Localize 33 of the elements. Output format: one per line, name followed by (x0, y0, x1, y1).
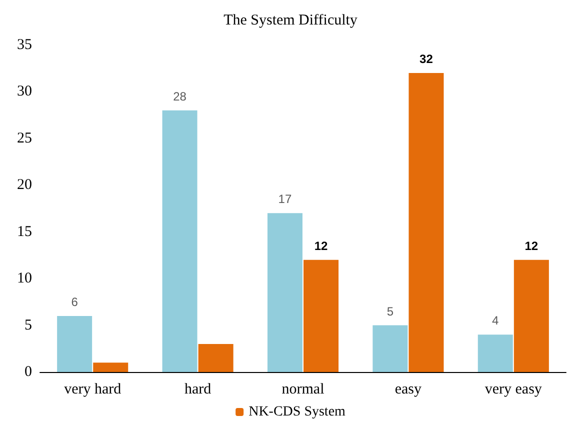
data-label: 12 (314, 238, 328, 253)
x-tick-label: hard (184, 382, 212, 398)
bar (267, 213, 302, 372)
y-tick-label: 25 (17, 130, 32, 146)
bar (57, 316, 92, 372)
bar (478, 334, 513, 372)
data-label: 4 (492, 314, 500, 328)
y-tick-label: 20 (17, 177, 32, 194)
bar (408, 73, 444, 372)
y-tick-label: 30 (17, 84, 32, 100)
data-label: 12 (524, 238, 538, 253)
bar (198, 344, 234, 372)
x-tick-label: easy (394, 382, 422, 398)
x-tick-label: very hard (64, 382, 122, 398)
data-label: 32 (420, 52, 434, 66)
x-tick-label: normal (282, 382, 324, 398)
bar (304, 260, 339, 372)
bar (514, 260, 549, 372)
data-label: 28 (173, 89, 187, 104)
bar (93, 362, 128, 372)
y-tick-label: 0 (24, 364, 32, 380)
data-label: 6 (71, 294, 78, 309)
y-tick-label: 15 (17, 224, 32, 240)
y-tick-label: 10 (17, 270, 32, 287)
x-tick-label: very easy (484, 382, 542, 398)
legend-label: NK-CDS System (248, 404, 346, 420)
chart-title: The System Difficulty (224, 12, 358, 28)
data-label: 17 (278, 192, 292, 206)
bar (162, 110, 198, 372)
y-tick-label: 5 (24, 317, 32, 334)
y-tick-label: 35 (17, 37, 32, 53)
bar (372, 325, 408, 372)
data-label: 5 (386, 304, 394, 318)
